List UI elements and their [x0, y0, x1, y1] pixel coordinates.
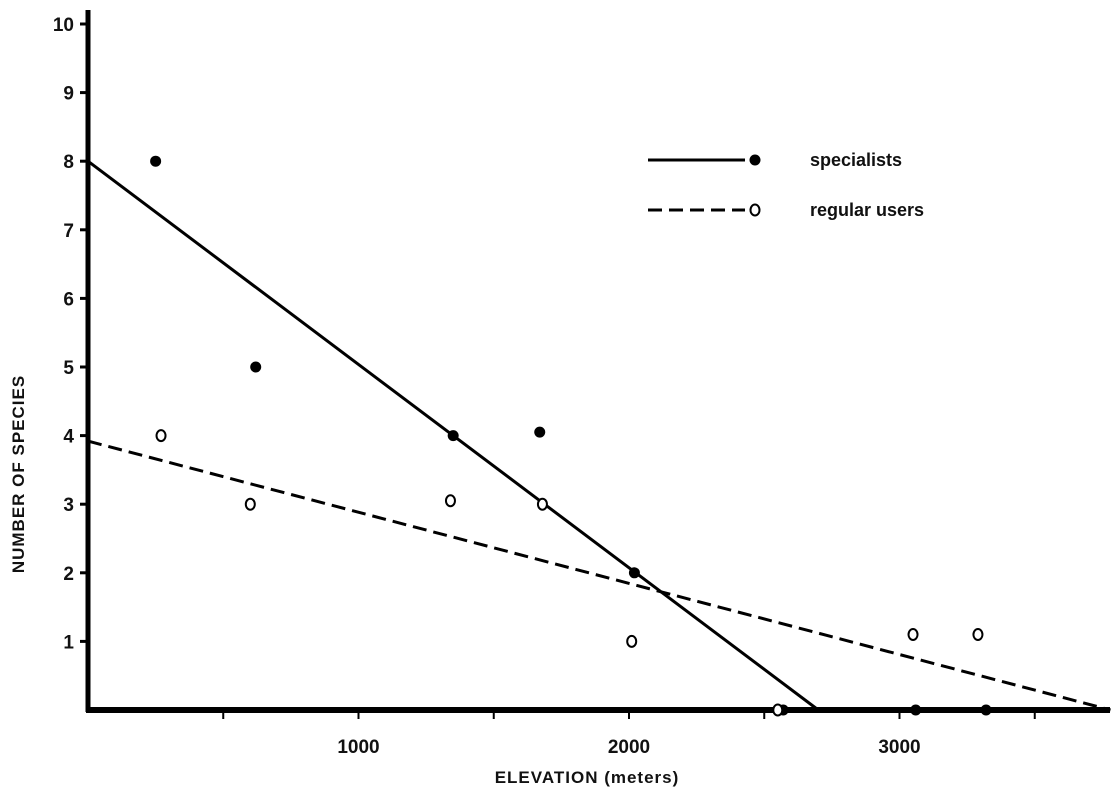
specialists-point [250, 361, 262, 373]
regular-users-point [972, 628, 984, 642]
specialists-point [980, 704, 992, 716]
y-tick-label: 5 [63, 358, 74, 379]
specialists-point [534, 426, 546, 438]
legend-label: regular users [810, 200, 924, 220]
x-tick-label: 2000 [608, 737, 650, 758]
x-tick-label: 3000 [878, 737, 920, 758]
legend-marker-regular-users [749, 203, 761, 217]
axes [85, 10, 1110, 713]
legend-label: specialists [810, 150, 902, 170]
y-tick-label: 1 [63, 632, 74, 653]
y-tick-label: 4 [63, 427, 74, 448]
y-axis-title: NUMBER OF SPECIES [9, 375, 28, 573]
regular-users-point [772, 703, 784, 717]
specialists-point [628, 567, 640, 579]
regular-users-point [536, 497, 548, 511]
legend: specialists regular users [648, 150, 924, 220]
regular-users-point [907, 628, 919, 642]
fit-lines [87, 160, 1111, 712]
y-tick-label: 8 [63, 152, 74, 173]
x-tick-label: 1000 [337, 737, 379, 758]
regular-users-point [626, 634, 638, 648]
y-tick-label: 7 [63, 221, 74, 242]
specialists-point [150, 155, 162, 167]
y-tick-label: 9 [63, 84, 74, 105]
regular-users-fit-line [87, 439, 1111, 712]
y-tick-label: 10 [53, 15, 74, 36]
data-points [150, 155, 992, 717]
x-axis-title: ELEVATION (meters) [495, 768, 680, 787]
specialists-point [447, 430, 459, 442]
y-tick-label: 6 [63, 289, 74, 310]
ticks: 1 2 3 4 5 6 7 8 9 10 1000 2000 3000 [53, 15, 1036, 758]
regular-users-point [444, 494, 456, 508]
specialists-point [910, 704, 922, 716]
regular-users-point [244, 497, 256, 511]
regular-users-point [155, 429, 167, 443]
legend-marker-specialists [749, 154, 761, 166]
y-tick-label: 3 [63, 495, 74, 516]
y-tick-label: 2 [63, 564, 74, 585]
